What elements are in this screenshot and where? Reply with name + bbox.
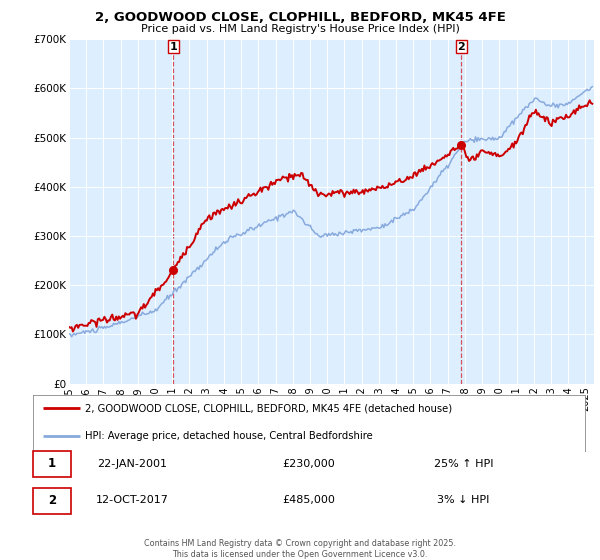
Text: 2, GOODWOOD CLOSE, CLOPHILL, BEDFORD, MK45 4FE: 2, GOODWOOD CLOSE, CLOPHILL, BEDFORD, MK…: [95, 11, 505, 24]
Text: 2: 2: [457, 41, 465, 52]
Text: 1: 1: [169, 41, 177, 52]
Text: 12-OCT-2017: 12-OCT-2017: [96, 495, 169, 505]
Text: 1: 1: [48, 457, 56, 470]
Text: Contains HM Land Registry data © Crown copyright and database right 2025.
This d: Contains HM Land Registry data © Crown c…: [144, 539, 456, 559]
Text: HPI: Average price, detached house, Central Bedfordshire: HPI: Average price, detached house, Cent…: [85, 431, 373, 441]
Bar: [33, 488, 71, 514]
Text: 2, GOODWOOD CLOSE, CLOPHILL, BEDFORD, MK45 4FE (detached house): 2, GOODWOOD CLOSE, CLOPHILL, BEDFORD, MK…: [85, 403, 452, 413]
Text: 25% ↑ HPI: 25% ↑ HPI: [434, 459, 493, 469]
Text: 3% ↓ HPI: 3% ↓ HPI: [437, 495, 490, 505]
Bar: [33, 451, 71, 477]
Text: £485,000: £485,000: [283, 495, 335, 505]
Text: 22-JAN-2001: 22-JAN-2001: [97, 459, 167, 469]
Text: 2: 2: [48, 493, 56, 507]
Text: £230,000: £230,000: [283, 459, 335, 469]
Text: Price paid vs. HM Land Registry's House Price Index (HPI): Price paid vs. HM Land Registry's House …: [140, 24, 460, 34]
